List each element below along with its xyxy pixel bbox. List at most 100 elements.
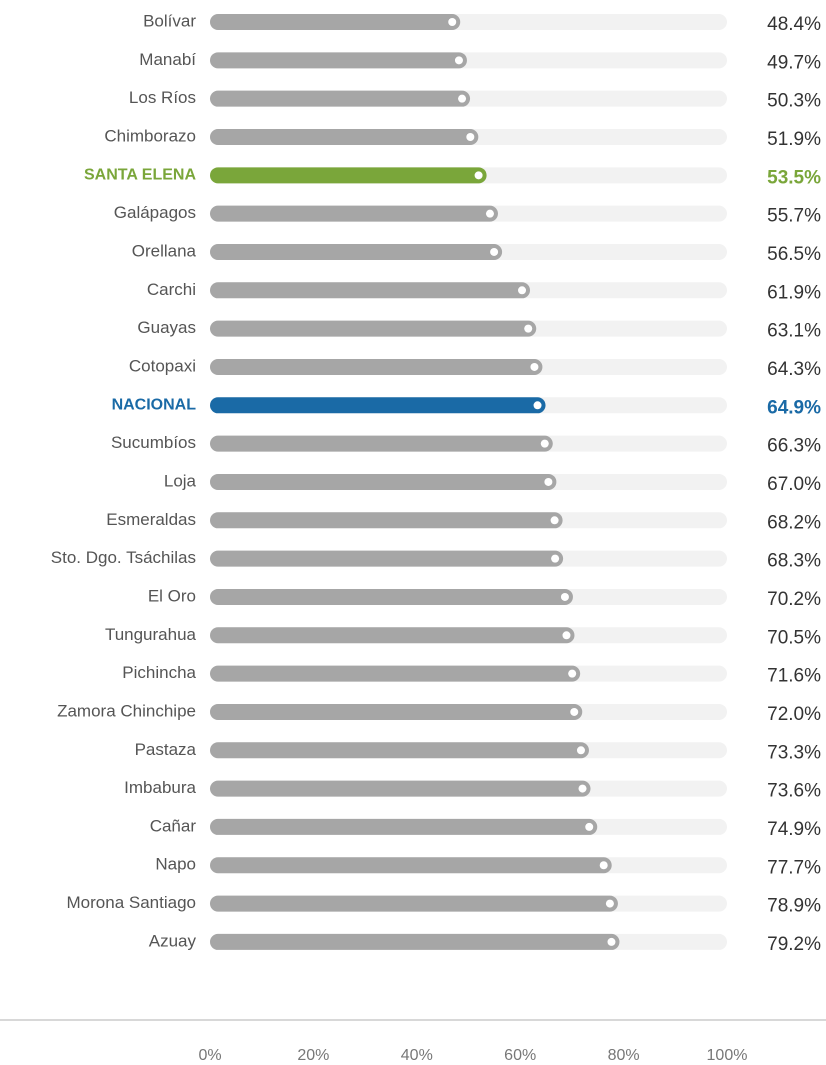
bar [210,282,531,299]
value-label: 55.7% [767,206,821,227]
category-label: Galápagos [114,203,196,222]
value-label: 61.9% [767,282,821,303]
bar [210,320,537,337]
x-tick-label: 40% [401,1047,433,1064]
bar [210,703,583,720]
category-label: Azuay [149,931,197,950]
value-label: 78.9% [767,896,821,917]
value-label: 70.2% [767,589,821,610]
value-label: 74.9% [767,819,821,840]
category-label: Tungurahua [105,625,197,644]
category-label: Guayas [137,318,196,337]
value-label: 51.9% [767,129,821,150]
bar-end-dot [562,631,571,640]
bar-end-dot [518,286,527,295]
value-label: 48.4% [767,14,821,35]
bar-end-dot [576,746,585,755]
value-label: 73.3% [767,742,821,763]
value-label: 77.7% [767,857,821,878]
value-label: 67.0% [767,474,821,495]
value-label: 50.3% [767,91,821,112]
bar-end-dot [578,784,587,793]
bar-end-dot [490,247,499,256]
bar [210,128,479,145]
bar-end-dot [448,18,457,26]
bar-end-dot [544,477,553,486]
category-label: NACIONAL [112,397,197,414]
value-label: 68.3% [767,551,821,572]
category-label: Cañar [150,816,197,835]
category-label: Morona Santiago [67,893,196,912]
bar-end-dot [550,516,559,525]
category-label: Pichincha [122,663,196,682]
bar [210,243,503,260]
value-label: 64.3% [767,359,821,380]
bar [210,933,620,950]
category-label: El Oro [148,586,196,605]
bar [210,473,557,490]
category-label: Chimborazo [104,126,196,145]
value-label: 63.1% [767,321,821,342]
bar [210,550,564,567]
bar-end-dot [605,899,614,908]
category-label: Esmeraldas [106,510,196,529]
bar [210,90,471,107]
bar-end-dot [568,669,577,678]
x-tick-label: 100% [707,1047,748,1064]
bar-end-dot [524,324,533,333]
value-label: 56.5% [767,244,821,265]
category-label: Sucumbíos [111,433,196,452]
category-label: Zamora Chinchipe [57,701,196,720]
category-label: Pastaza [135,740,197,759]
value-label: 71.6% [767,666,821,687]
bar-end-dot [560,592,569,601]
x-tick-label: 80% [608,1047,640,1064]
value-label: 72.0% [767,704,821,725]
category-label: Orellana [132,241,197,260]
bar [210,358,543,375]
bar-end-dot [530,362,539,371]
bar [210,818,598,835]
bar [210,857,612,874]
bar [210,167,487,184]
bar-end-dot [585,822,594,831]
category-label: Bolívar [143,11,196,30]
category-label: Imbabura [124,778,196,797]
bar-end-dot [454,56,463,65]
x-tick-label: 0% [198,1047,221,1064]
category-label: Napo [155,855,196,874]
bar-end-dot [599,861,608,870]
value-label: 66.3% [767,436,821,457]
bar-end-dot [458,94,467,103]
bar-end-dot [607,937,616,946]
category-label: Carchi [147,280,196,299]
category-label: Los Ríos [129,88,196,107]
category-label: Cotopaxi [129,356,196,375]
bar-end-dot [474,171,483,180]
value-label: 73.6% [767,781,821,802]
bar-end-dot [466,132,475,141]
x-tick-label: 60% [504,1047,536,1064]
bar [210,665,581,682]
x-tick-label: 20% [297,1047,329,1064]
category-label: Manabí [139,50,196,69]
value-label: 49.7% [767,52,821,73]
bar-end-dot [540,439,549,448]
bar-end-dot [485,209,494,218]
bar [210,52,467,69]
value-label: 79.2% [767,934,821,955]
bar [210,435,553,452]
bar [210,742,589,759]
category-label: SANTA ELENA [84,167,196,184]
category-label: Loja [164,471,197,490]
bar-end-dot [551,554,560,563]
value-label: 68.2% [767,512,821,533]
bar [210,14,461,30]
bar [210,627,575,644]
value-label: 53.5% [767,167,821,188]
bar [210,780,591,797]
bar [210,588,573,605]
value-label: 64.9% [767,397,821,418]
